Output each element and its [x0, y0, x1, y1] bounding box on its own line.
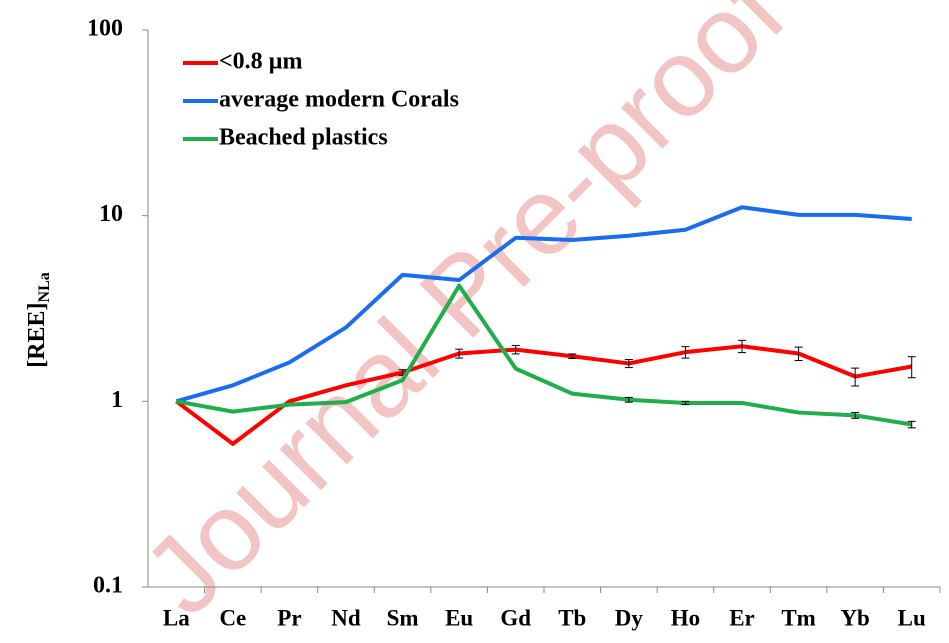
series-line: [175, 205, 912, 404]
x-tick-label: Pr: [277, 605, 301, 630]
y-tick-label: 1: [111, 387, 123, 413]
x-tick-label: Yb: [840, 605, 869, 630]
y-axis-label: [REE]NLa: [24, 272, 53, 368]
error-bar: [455, 348, 464, 359]
x-tick-label: Nd: [331, 605, 361, 630]
x-tick-label: Gd: [500, 605, 531, 630]
legend-label: average modern Corals: [219, 87, 459, 113]
x-tick-label: Eu: [445, 605, 473, 630]
error-bar: [738, 339, 746, 354]
y-tick-label: 10: [99, 201, 123, 227]
legend-label: Beached plastics: [219, 125, 388, 151]
x-tick-label: Tb: [558, 605, 586, 630]
error-bar: [794, 346, 803, 361]
x-tick-label: La: [163, 605, 190, 630]
legend-label: <0.8 µm: [219, 49, 303, 75]
error-bar: [851, 412, 860, 419]
error-bar: [681, 400, 690, 406]
y-tick-label: 0.1: [93, 573, 123, 599]
error-bar: [851, 367, 860, 387]
x-tick-label: Dy: [615, 605, 644, 630]
error-bar: [907, 420, 916, 429]
error-bar: [511, 344, 520, 355]
x-tick-label: Er: [729, 605, 755, 630]
y-axis-label-main: [REE]: [24, 302, 50, 367]
x-tick-label: Tm: [781, 605, 816, 630]
series-line: [175, 344, 913, 446]
error-bar: [681, 346, 690, 359]
error-bar: [624, 359, 633, 369]
x-tick-label: Ce: [219, 605, 246, 630]
error-bar: [568, 353, 577, 360]
series-line: [175, 283, 913, 427]
error-bar: [624, 396, 633, 403]
x-tick-label: Sm: [387, 605, 419, 630]
y-axis-label-sub: NLa: [36, 272, 53, 302]
error-bar: [907, 356, 916, 379]
y-tick-label: 100: [87, 16, 123, 42]
x-tick-label: Lu: [898, 605, 926, 630]
x-tick-label: Ho: [671, 605, 700, 630]
